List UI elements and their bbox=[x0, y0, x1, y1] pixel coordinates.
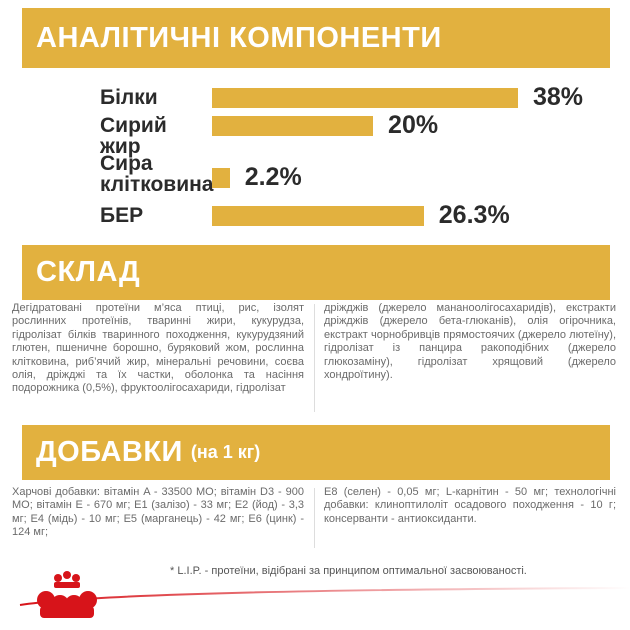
chart-title-banner: АНАЛІТИЧНІ КОМПОНЕНТИ bbox=[22, 8, 610, 68]
category-label: Білки bbox=[100, 86, 158, 109]
additives-subtitle: (на 1 кг) bbox=[190, 442, 261, 462]
logo bbox=[37, 571, 97, 618]
bar-row: Сирий жир 20% bbox=[0, 106, 630, 157]
red-curve bbox=[19, 587, 630, 606]
composition-banner: СКЛАД bbox=[22, 245, 610, 300]
bar-row: Сира клітковина 2.2% bbox=[0, 153, 630, 198]
category-label: Сирий жир bbox=[100, 114, 167, 158]
chart-title: АНАЛІТИЧНІ КОМПОНЕНТИ bbox=[36, 21, 442, 54]
category-label: Сира клітковина bbox=[100, 152, 214, 196]
category-label: БЕР bbox=[100, 204, 144, 227]
bar-row: БЕР 26.3% bbox=[0, 196, 630, 236]
value-label: 20% bbox=[388, 111, 439, 139]
footnote: * L.I.P. - протеїни, відібрані за принци… bbox=[170, 565, 527, 577]
additives-title: ДОБАВКИ bbox=[36, 436, 183, 468]
divider bbox=[314, 304, 315, 412]
value-label: 38% bbox=[533, 83, 584, 111]
bar bbox=[212, 206, 424, 226]
bar bbox=[212, 88, 518, 108]
composition-text: Дегідратовані протеїни м’яса птиці, рис,… bbox=[12, 302, 304, 395]
composition-text: дріжджів (джерело мананоолігосахаридів),… bbox=[324, 302, 616, 382]
bar bbox=[212, 168, 230, 188]
composition-title: СКЛАД bbox=[36, 256, 141, 288]
logo-area bbox=[19, 571, 630, 618]
divider bbox=[314, 488, 315, 548]
additives-text: Харчові добавки: вітамін A - 33500 МО; в… bbox=[12, 486, 304, 539]
additives-text: E8 (селен) - 0,05 мг; L-карнітин - 50 мг… bbox=[324, 486, 616, 525]
value-label: 2.2% bbox=[244, 163, 302, 191]
bar-row: Білки 38% bbox=[0, 78, 630, 118]
bar bbox=[212, 116, 374, 136]
additives-banner: ДОБАВКИ (на 1 кг) bbox=[22, 425, 610, 480]
value-label: 26.3% bbox=[438, 201, 510, 229]
